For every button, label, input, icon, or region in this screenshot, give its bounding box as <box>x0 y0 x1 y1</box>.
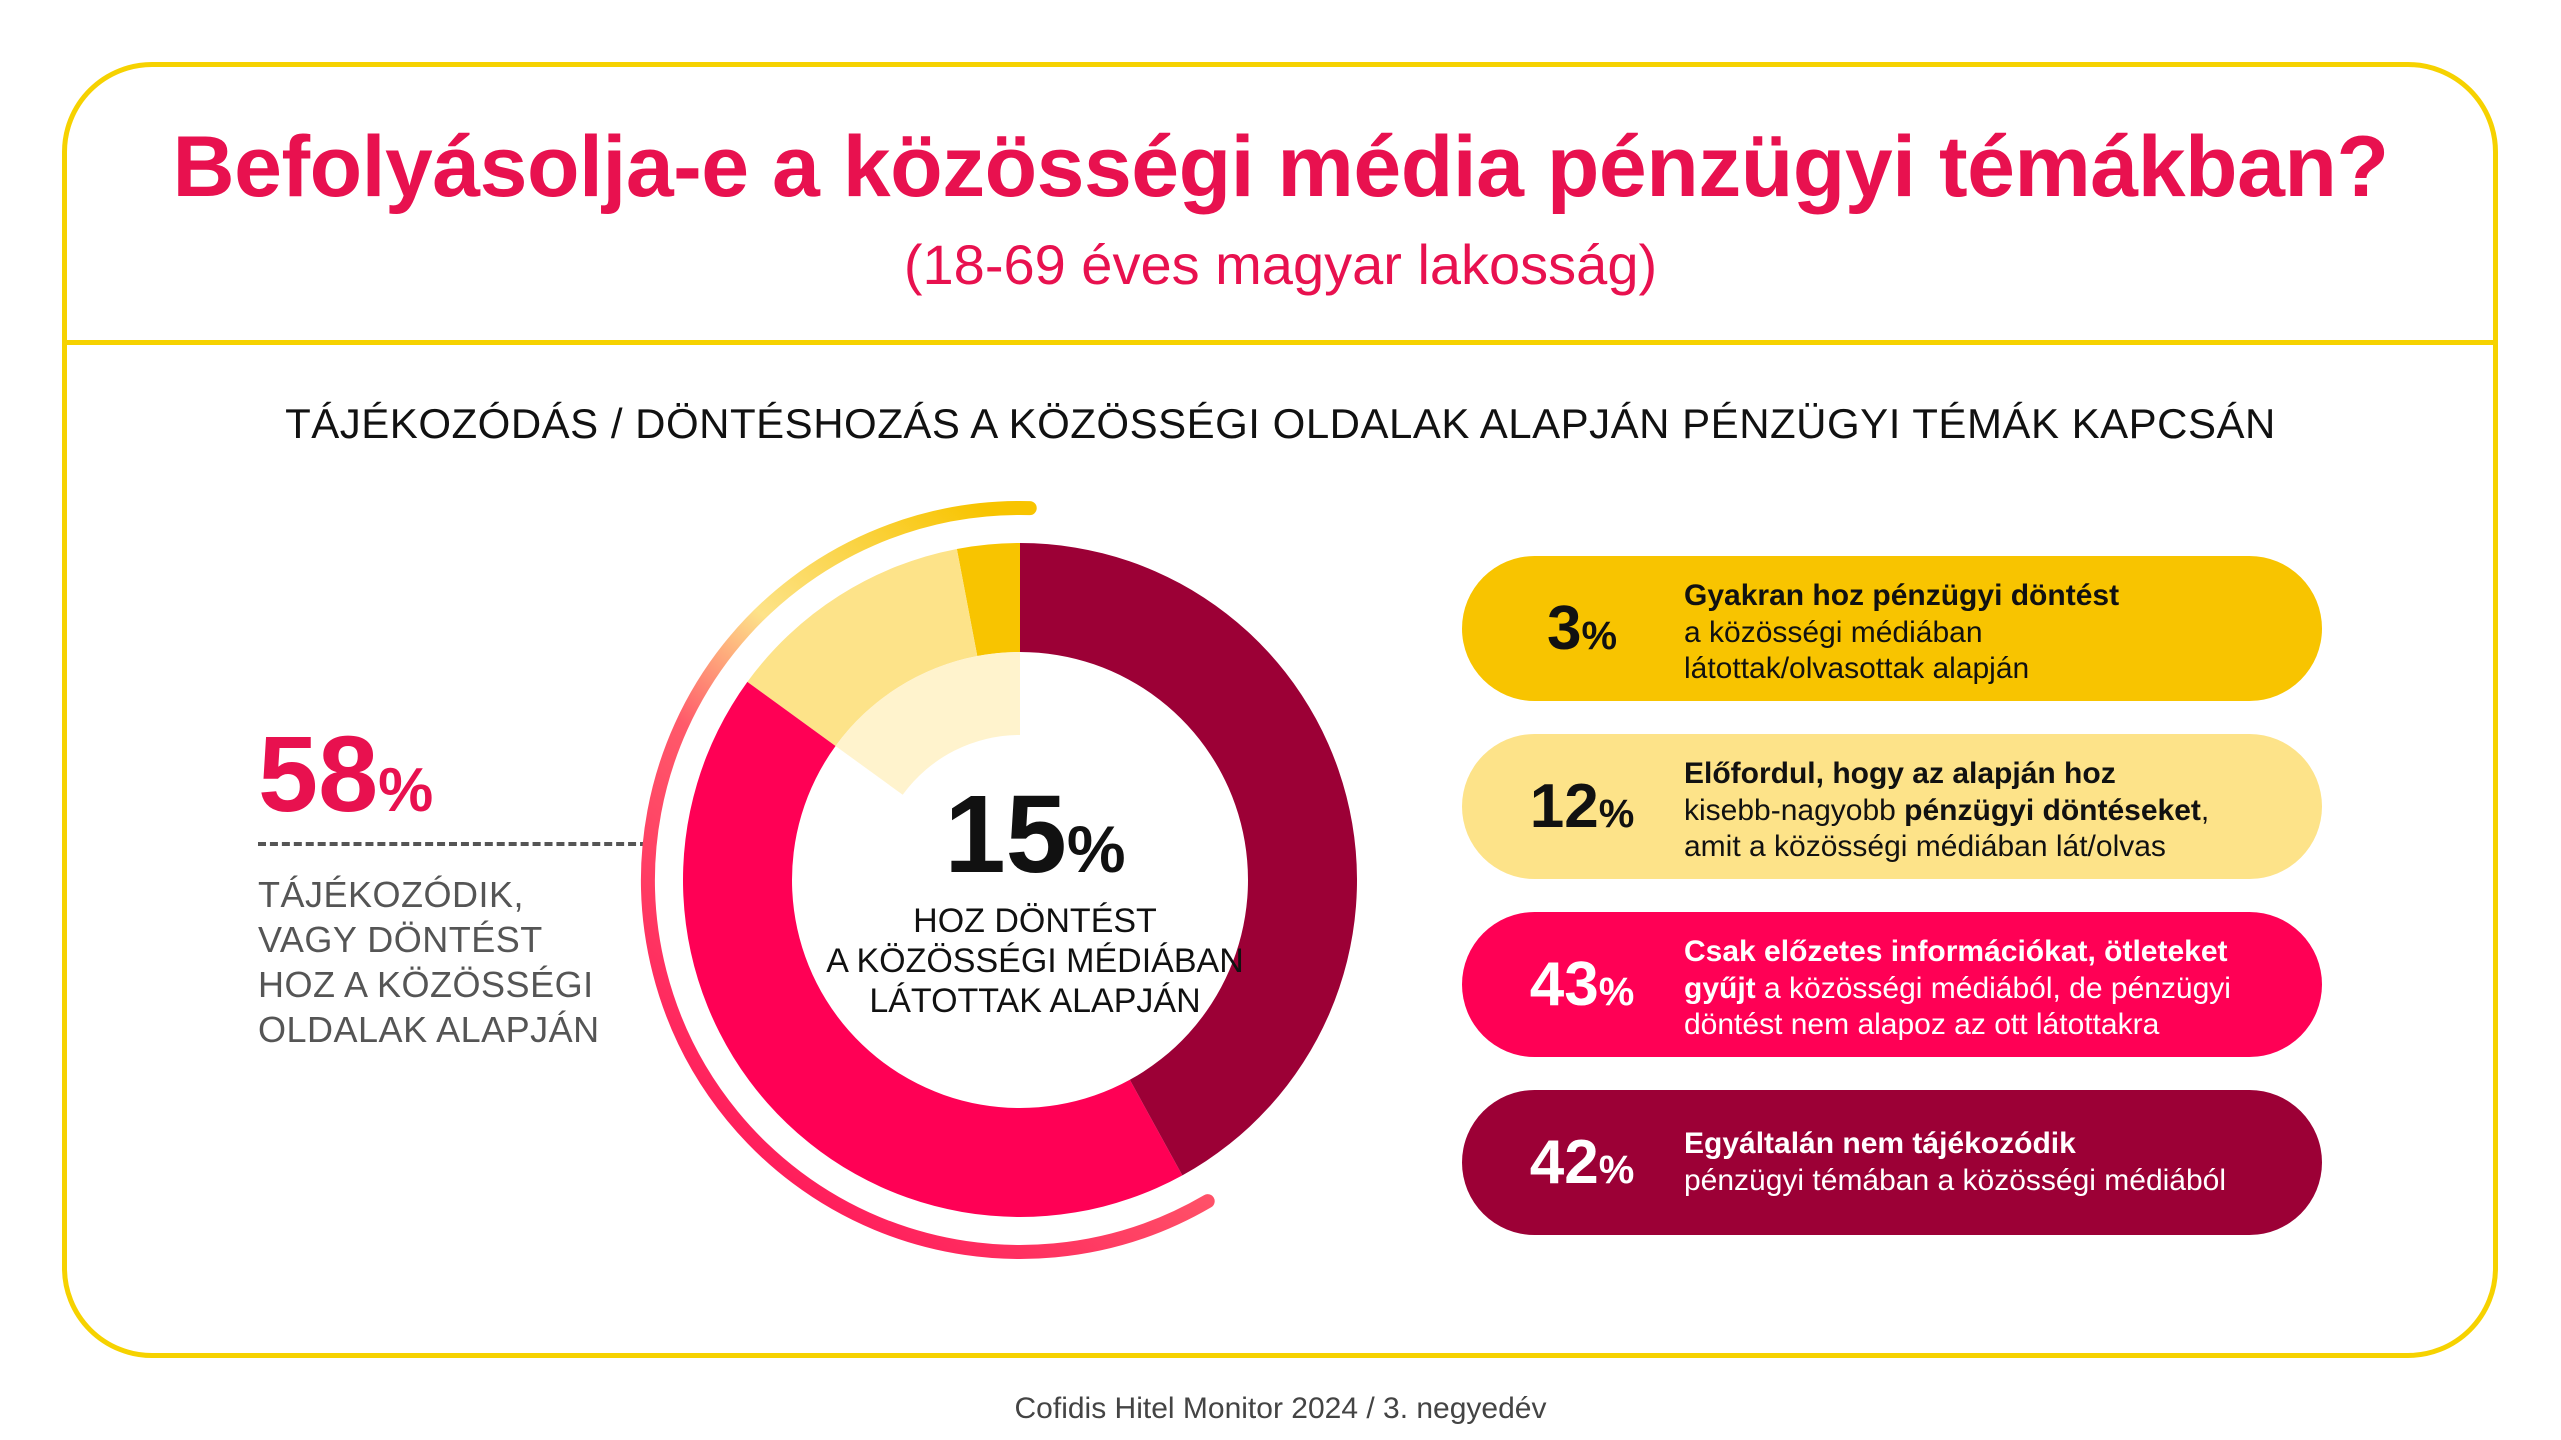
card-text-line: gyűjt a közösségi médiából, de pénzügyi <box>1684 971 2231 1005</box>
center-stat-value: 15% <box>944 773 1126 896</box>
section-heading: TÁJÉKOZÓDÁS / DÖNTÉSHOZÁS A KÖZÖSSÉGI OL… <box>285 400 2276 447</box>
card-text-bold: Előfordul, hogy az alapján hoz <box>1684 757 2116 790</box>
card-text-line: amit a közösségi médiában lát/olvas <box>1684 830 2166 864</box>
page-subtitle: (18-69 éves magyar lakosság) <box>903 233 1658 296</box>
legend-card-nem: 42% Egyáltalán nem tájékozódik pénzügyi … <box>1462 1090 2322 1235</box>
slice-elofordul <box>747 548 978 746</box>
card-text-line: pénzügyi témában a közösségi médiából <box>1684 1163 2227 1197</box>
card-text: Gyakran hoz pénzügyi döntést a közösségi… <box>1684 578 2304 688</box>
card-text-line: látottak/olvasottak alapján <box>1684 652 2030 686</box>
card-percent: 12% <box>1529 772 1635 841</box>
card-text-bold: Csak előzetes információkat, ötleteket <box>1684 935 2228 968</box>
slice-gyakran <box>956 543 1020 657</box>
center-label-line: LÁTOTTAK ALAPJÁN <box>869 981 1201 1020</box>
header-divider <box>62 340 2498 345</box>
card-percent: 3% <box>1546 594 1618 663</box>
left-caption-line: TÁJÉKOZÓDIK, <box>258 874 525 915</box>
card-percent: 43% <box>1529 950 1635 1019</box>
legend-card-csak: 43% Csak előzetes információkat, ötletek… <box>1462 912 2322 1057</box>
slice-nem <box>1020 543 1358 1176</box>
legend-card-gyakran: 3% Gyakran hoz pénzügyi döntést a közöss… <box>1462 556 2322 701</box>
left-stat-value: 58% <box>258 713 434 834</box>
center-label-line: HOZ DÖNTÉST <box>913 902 1157 940</box>
card-text-bold: Egyáltalán nem tájékozódik <box>1684 1127 2076 1160</box>
center-label-line: A KÖZÖSSÉGI MÉDIÁBAN <box>826 941 1244 980</box>
source-note: Cofidis Hitel Monitor 2024 / 3. negyedév <box>1014 1392 1547 1425</box>
leader-line <box>258 842 648 846</box>
slice-csak <box>682 681 1183 1217</box>
outer-arc-58 <box>641 501 1215 1259</box>
card-percent: 42% <box>1529 1128 1635 1197</box>
card-text: Előfordul, hogy az alapján hoz kisebb-na… <box>1684 756 2304 866</box>
left-caption-line: OLDALAK ALAPJÁN <box>258 1009 600 1050</box>
center-stat-label: HOZ DÖNTÉST A KÖZÖSSÉGI MÉDIÁBAN LÁTOTTA… <box>820 902 1250 1021</box>
left-stat: 58% <box>258 720 678 828</box>
card-text: Egyáltalán nem tájékozódik pénzügyi témá… <box>1684 1126 2304 1199</box>
donut-chart <box>641 501 1358 1259</box>
card-text-line: kisebb-nagyobb pénzügyi döntéseket, <box>1684 793 2210 827</box>
page-title: Befolyásolja-e a közösségi média pénzügy… <box>172 119 2389 215</box>
card-text: Csak előzetes információkat, ötleteket g… <box>1684 934 2304 1044</box>
card-frame <box>62 62 2498 1358</box>
card-text-bold: Gyakran hoz pénzügyi döntést <box>1684 579 2120 612</box>
center-stat: 15% HOZ DÖNTÉST A KÖZÖSSÉGI MÉDIÁBAN LÁT… <box>820 780 1250 1021</box>
card-text-line: a közösségi médiában <box>1684 615 1983 649</box>
left-caption-line: HOZ A KÖZÖSSÉGI <box>258 964 594 1005</box>
left-caption-line: VAGY DÖNTÉST <box>258 919 543 960</box>
legend-card-elofordul: 12% Előfordul, hogy az alapján hoz kiseb… <box>1462 734 2322 879</box>
inner-highlight-15 <box>835 652 1020 795</box>
card-text-line: döntést nem alapoz az ott látottakra <box>1684 1008 2160 1042</box>
left-stat-caption: TÁJÉKOZÓDIK, VAGY DÖNTÉST HOZ A KÖZÖSSÉG… <box>258 872 678 1052</box>
